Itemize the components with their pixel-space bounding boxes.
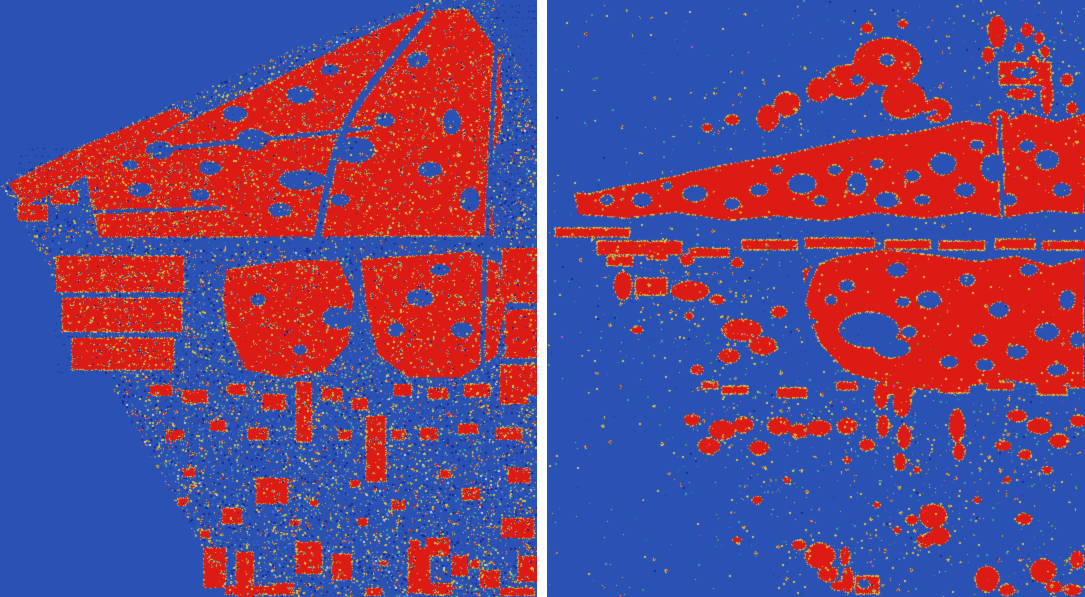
classification-map-right [547,0,1085,597]
classification-map-left [0,0,537,597]
panel-divider [537,0,547,597]
panel-right [547,0,1085,597]
panel-left [0,0,537,597]
